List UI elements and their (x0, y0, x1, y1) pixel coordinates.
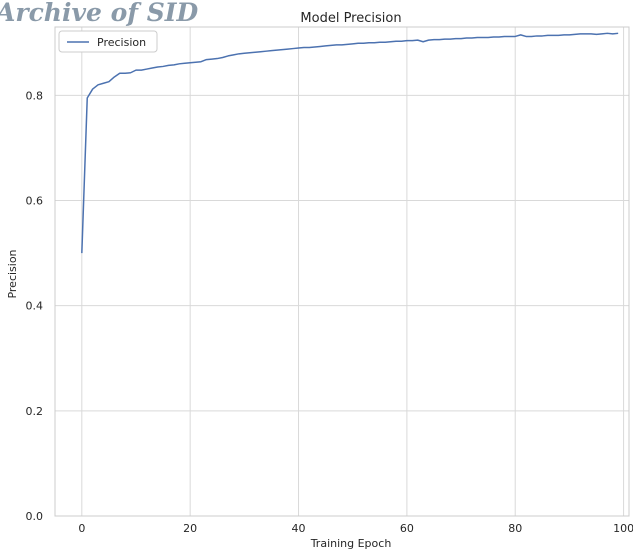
legend: Precision (58, 30, 158, 53)
x-axis-ticks: 0 20 40 60 80 100 (78, 522, 633, 535)
y-tick-label-0.0: 0.0 (26, 510, 44, 523)
y-axis-label: Precision (6, 249, 19, 298)
y-tick-label-0.4: 0.4 (26, 300, 44, 313)
watermark-text: Archive of SID (0, 0, 198, 27)
grid-lines (55, 27, 629, 517)
chart-title: Model Precision (300, 11, 401, 26)
legend-box (58, 30, 158, 53)
plot-frame (54, 26, 630, 517)
legend-label-precision: Precision (97, 36, 146, 49)
x-tick-label-0: 0 (78, 522, 85, 535)
y-tick-label-0.6: 0.6 (26, 195, 44, 208)
y-tick-label-0.2: 0.2 (26, 405, 44, 418)
series-lines (81, 32, 619, 254)
x-tick-label-80: 80 (508, 522, 522, 535)
y-axis-ticks: 0.0 0.2 0.4 0.6 0.8 (26, 89, 44, 523)
y-tick-label-0.8: 0.8 (26, 89, 44, 102)
series-line-precision (81, 32, 619, 254)
x-tick-label-40: 40 (292, 522, 306, 535)
x-tick-label-100: 100 (613, 522, 633, 535)
x-tick-label-60: 60 (400, 522, 414, 535)
x-axis-label: Training Epoch (310, 537, 392, 550)
plot-border (54, 26, 630, 517)
x-tick-label-20: 20 (183, 522, 197, 535)
